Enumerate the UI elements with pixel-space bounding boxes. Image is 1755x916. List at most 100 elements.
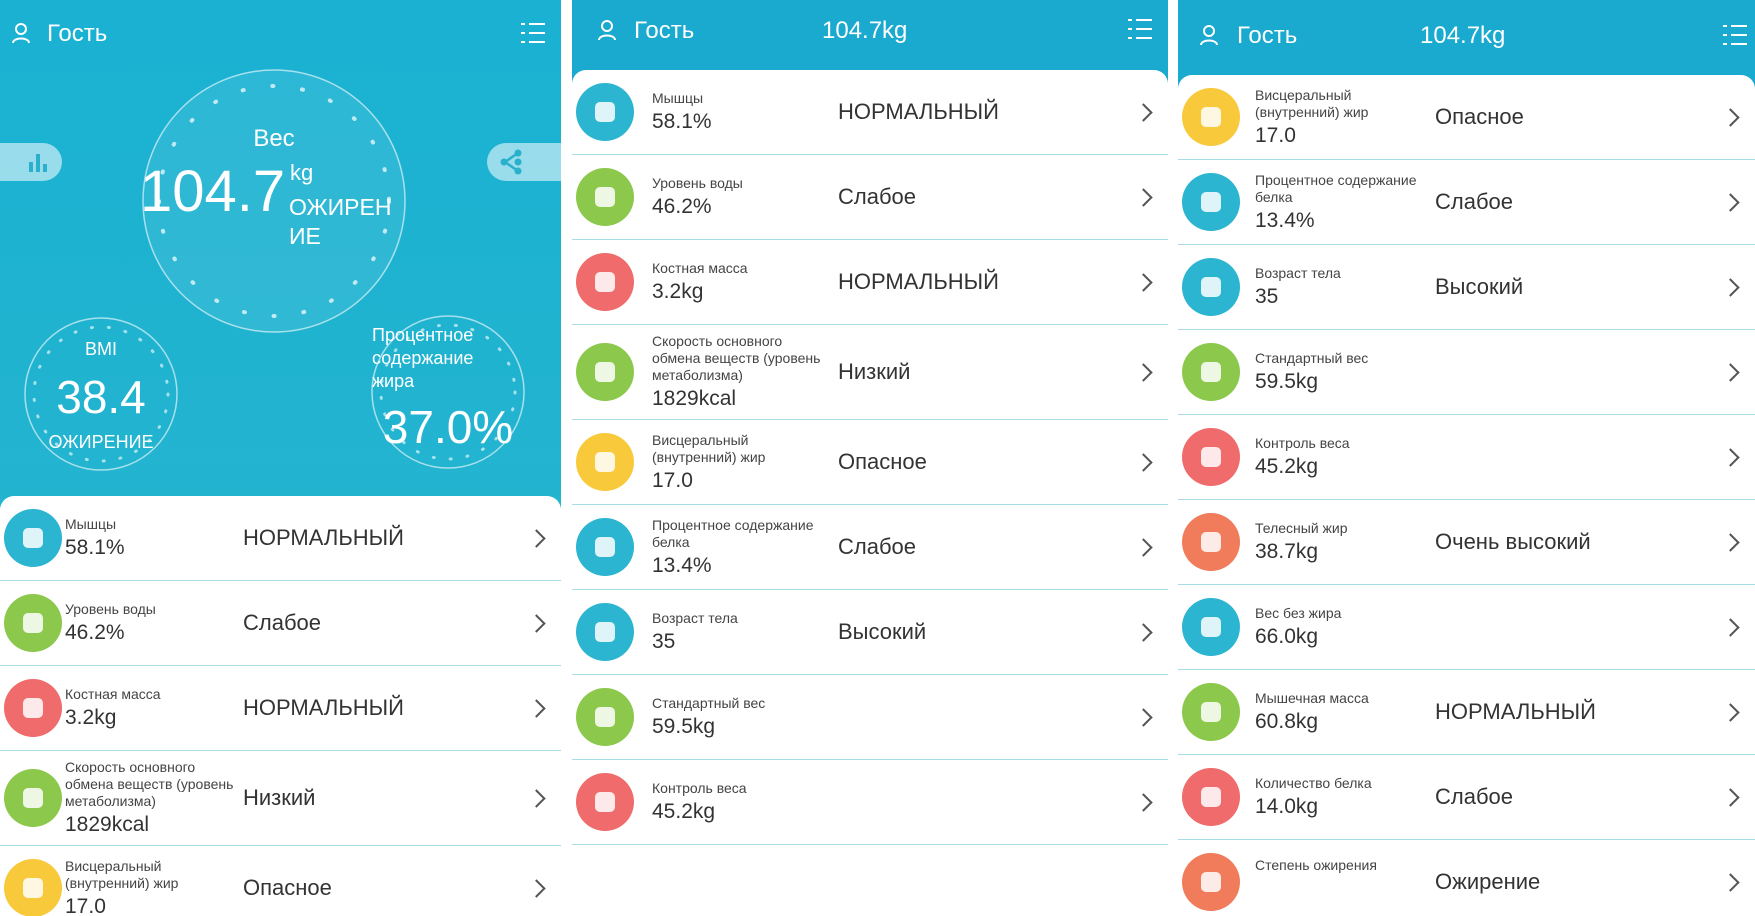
header: Гость — [0, 0, 561, 70]
metric-icon — [576, 433, 634, 491]
chevron[interactable] — [1134, 537, 1153, 557]
metric-label: Висцеральный (внутренний) жир — [652, 431, 766, 465]
chevron[interactable] — [1721, 192, 1740, 212]
chevron[interactable] — [1721, 107, 1740, 127]
metric-icon — [4, 509, 62, 567]
chevron[interactable] — [1134, 187, 1153, 207]
chevron[interactable] — [1134, 707, 1153, 727]
metric-icon — [4, 769, 62, 827]
chevron[interactable] — [1721, 362, 1740, 382]
chevron[interactable] — [1134, 452, 1153, 472]
metric-status: Слабое — [1435, 189, 1514, 214]
metric-row[interactable]: Уровень воды 46.2% Слабое — [572, 155, 1168, 240]
metric-icon — [1182, 258, 1240, 316]
metric-row[interactable]: Уровень воды 46.2% Слабое — [0, 581, 561, 666]
metric-status: Ожирение — [1435, 869, 1541, 894]
metric-row[interactable]: Скорость основного обмена веществ (урове… — [572, 325, 1168, 420]
chevron[interactable] — [1134, 272, 1153, 292]
chevron[interactable] — [527, 878, 546, 898]
chevron[interactable] — [1134, 362, 1153, 382]
metric-text: Костная масса 3.2kg — [652, 252, 834, 312]
metric-value: 58.1% — [65, 536, 125, 559]
metric-status: НОРМАЛЬНЫЙ — [243, 695, 404, 720]
metric-row[interactable]: Стандартный вес 59.5kg — [1178, 330, 1755, 415]
metric-row[interactable]: Контроль веса 45.2kg — [572, 760, 1168, 845]
chevron[interactable] — [527, 613, 546, 633]
metric-row[interactable]: Костная масса 3.2kg НОРМАЛЬНЫЙ — [572, 240, 1168, 325]
chevron[interactable] — [527, 698, 546, 718]
user-name[interactable]: Гость — [47, 20, 108, 47]
user-name[interactable]: Гость — [634, 17, 695, 44]
metric-row[interactable]: Количество белка 14.0kg Слабое — [1178, 755, 1755, 840]
weight-label: Вес — [253, 125, 295, 152]
chevron[interactable] — [1134, 792, 1153, 812]
metric-row[interactable]: Возраст тела 35 Высокий — [1178, 245, 1755, 330]
chevron[interactable] — [527, 528, 546, 548]
user-icon[interactable] — [598, 20, 616, 40]
metric-value: 38.7kg — [1255, 540, 1319, 563]
metric-status: Опасное — [243, 875, 332, 900]
metric-row[interactable]: Мышечная масса 60.8kg НОРМАЛЬНЫЙ — [1178, 670, 1755, 755]
metric-text: Процентное содержание белка 13.4% — [1255, 164, 1431, 241]
metric-value: 13.4% — [1255, 208, 1315, 232]
metric-value: 1829kcal — [65, 813, 150, 836]
user-icon[interactable] — [1200, 25, 1218, 45]
chevron[interactable] — [527, 788, 546, 808]
menu-icon[interactable] — [1723, 24, 1747, 46]
metric-text: Вес без жира 66.0kg — [1255, 597, 1431, 657]
metric-label: Контроль веса — [652, 780, 747, 796]
metric-row[interactable]: Процентное содержание белка 13.4% Слабое — [1178, 160, 1755, 245]
user-name[interactable]: Гость — [1237, 22, 1298, 49]
metric-row[interactable]: Вес без жира 66.0kg — [1178, 585, 1755, 670]
metric-row[interactable]: Висцеральный (внутренний) жир 17.0 Опасное — [572, 420, 1168, 505]
metric-row[interactable]: Мышцы 58.1% НОРМАЛЬНЫЙ — [572, 70, 1168, 155]
metric-row[interactable]: Висцеральный (внутренний) жир 17.0 Опасное — [1178, 75, 1755, 160]
metric-value: 13.4% — [652, 553, 712, 577]
metric-row[interactable]: Возраст тела 35 Высокий — [572, 590, 1168, 675]
metric-status: Слабое — [243, 610, 322, 635]
metric-text: Количество белка 14.0kg — [1255, 767, 1431, 827]
metric-status: Очень высокий — [1435, 529, 1591, 554]
metric-label: Висцеральный (внутренний) жир — [1255, 86, 1369, 120]
menu-icon[interactable] — [521, 22, 545, 44]
metric-text: Процентное содержание белка 13.4% — [652, 509, 834, 586]
metric-text: Уровень воды 46.2% — [652, 167, 834, 227]
chevron[interactable] — [1721, 617, 1740, 637]
metric-label: Стандартный вес — [1255, 350, 1369, 366]
metric-row[interactable]: Контроль веса 45.2kg — [1178, 415, 1755, 500]
metric-status: НОРМАЛЬНЫЙ — [838, 269, 999, 294]
chevron[interactable] — [1721, 702, 1740, 722]
metric-label: Возраст тела — [1255, 265, 1341, 281]
metric-row[interactable]: Степень ожирения Ожирение — [1178, 840, 1755, 916]
chevron[interactable] — [1134, 622, 1153, 642]
chevron[interactable] — [1721, 872, 1740, 892]
metric-label: Костная масса — [65, 686, 161, 702]
bmi-status: ОЖИРЕНИЕ — [48, 432, 154, 452]
metric-row[interactable]: Телесный жир 38.7kg Очень высокий — [1178, 500, 1755, 585]
metric-label: Стандартный вес — [652, 695, 766, 711]
metric-row[interactable]: Стандартный вес 59.5kg — [572, 675, 1168, 760]
fat-value: 37.0% — [382, 401, 514, 453]
metric-label: Количество белка — [1255, 775, 1372, 791]
metric-row[interactable]: Костная масса 3.2kg НОРМАЛЬНЫЙ — [0, 666, 561, 751]
metric-status: Высокий — [1435, 274, 1524, 299]
metric-status: НОРМАЛЬНЫЙ — [243, 525, 404, 550]
metric-label: Уровень воды — [65, 601, 156, 617]
menu-icon[interactable] — [1128, 18, 1152, 40]
weight-value: 104.7 — [140, 159, 286, 224]
metric-row[interactable]: Процентное содержание белка 13.4% Слабое — [572, 505, 1168, 590]
metric-label: Телесный жир — [1255, 520, 1348, 536]
metric-icon — [576, 603, 634, 661]
user-icon[interactable] — [12, 23, 30, 43]
metric-list: Висцеральный (внутренний) жир 17.0 Опасное… — [1178, 75, 1755, 916]
metric-icon — [1182, 683, 1240, 741]
metric-row[interactable]: Висцеральный (внутренний) жир 17.0 Опасное — [0, 846, 561, 916]
metric-row[interactable]: Мышцы 58.1% НОРМАЛЬНЫЙ — [0, 496, 561, 581]
chevron[interactable] — [1721, 787, 1740, 807]
metric-value: 45.2kg — [652, 800, 716, 823]
chevron[interactable] — [1134, 102, 1153, 122]
chevron[interactable] — [1721, 532, 1740, 552]
chevron[interactable] — [1721, 277, 1740, 297]
metric-row[interactable]: Скорость основного обмена веществ (урове… — [0, 751, 561, 846]
chevron[interactable] — [1721, 447, 1740, 467]
